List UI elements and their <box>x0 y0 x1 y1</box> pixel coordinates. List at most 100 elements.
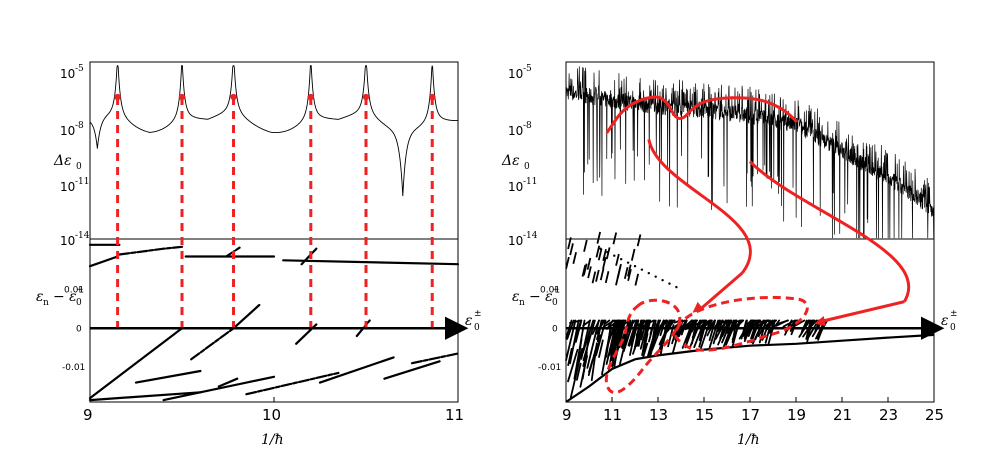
right-top-curve <box>565 63 935 239</box>
right-xtick-label-1: 9 <box>562 406 572 424</box>
left-bottom-ylabel: ε n − ε 0 + <box>36 285 84 308</box>
left-xtick-3: 11 <box>445 406 464 424</box>
right-dot-4 <box>620 257 623 261</box>
left-branch-2 <box>88 255 119 268</box>
right-red-annotations <box>604 139 911 394</box>
right-upper-streak-15 <box>636 234 642 247</box>
right-xtick-label-4: 15 <box>695 406 714 424</box>
right-streak-226 <box>647 339 654 357</box>
right-dot-2 <box>606 250 609 254</box>
right-streak-188 <box>698 319 706 341</box>
left-red-dashed-lines <box>116 97 434 328</box>
left-branch-9 <box>190 327 235 361</box>
right-xtick-label-2: 11 <box>603 406 622 424</box>
right-red-dashed-loop-1 <box>604 298 682 394</box>
right-xtick-label-6: 19 <box>787 406 806 424</box>
left-branch-17 <box>383 360 441 380</box>
right-streak-238 <box>615 319 626 335</box>
right-streak-240 <box>731 319 741 348</box>
right-red-arrow-shaft-1 <box>647 139 752 274</box>
right-streak-224 <box>658 319 671 352</box>
right-streak-81 <box>598 339 604 358</box>
right-bottom-plot: ε 0 ± 0.01 0 -0.01 ε n − ε 0 + 9 11 13 15 17… <box>512 231 958 448</box>
right-top-ytick-2: 10 -8 <box>508 121 532 138</box>
left-axis-arrow-label-main: ε <box>465 313 473 329</box>
left-xlabel: 1/ħ <box>261 432 284 448</box>
left-bottom-ylabel-sub2: 0 <box>76 298 82 308</box>
right-red-arrow-head-2 <box>814 315 827 327</box>
right-upper-streak-28 <box>567 237 572 250</box>
left-top-ytick-3-base: 10 <box>60 180 75 194</box>
right-streak-225 <box>582 319 595 354</box>
right-streak-216 <box>587 343 598 377</box>
right-streak-208 <box>717 319 730 346</box>
left-top-ytick-4: 10 -14 <box>60 231 90 248</box>
right-red-arrow-shaft-2 <box>748 160 911 303</box>
right-bottom-ytick-3: -0.01 <box>538 363 561 373</box>
right-streak-156 <box>601 326 612 376</box>
right-upper-streak-6 <box>612 232 618 245</box>
left-top-markers <box>114 93 436 101</box>
left-bottom-ytick-1: 0.01 <box>64 285 84 295</box>
left-axis-arrow-label-sup: ± <box>474 309 482 319</box>
right-streak-190 <box>629 319 639 356</box>
right-streak-80 <box>566 319 575 340</box>
right-streak-231 <box>573 319 586 380</box>
left-branch-19 <box>134 369 202 384</box>
left-top-ytick-2-base: 10 <box>60 124 75 138</box>
right-streak-233 <box>698 319 708 348</box>
right-streak-214 <box>582 352 588 367</box>
right-streak-175 <box>642 342 649 359</box>
right-upper-streak-14 <box>605 247 611 260</box>
left-branch-10 <box>232 303 261 330</box>
right-upper-streak-29 <box>565 256 570 269</box>
right-upper-streak-18 <box>572 251 577 264</box>
right-streak-229 <box>572 319 582 347</box>
right-upper-streak-12 <box>630 248 636 261</box>
right-streak-162 <box>567 348 579 383</box>
right-streak-168 <box>758 319 770 326</box>
right-top-ytick-1-base: 10 <box>508 67 523 81</box>
right-top-ytick-2-base: 10 <box>508 124 523 138</box>
left-branch-5 <box>282 259 460 266</box>
right-streak-181 <box>627 319 638 347</box>
right-upper-streak-27 <box>597 248 603 261</box>
right-streak-217 <box>714 319 727 340</box>
right-top-ylabel: Δε 0 <box>501 153 530 172</box>
left-branch-14 <box>162 375 276 402</box>
right-axis-arrow-label-main: ε <box>941 313 949 329</box>
right-dot-7 <box>640 268 644 271</box>
left-bottom-ylabel-sub: n <box>43 298 49 308</box>
right-streak-78 <box>655 319 662 326</box>
right-axis-arrow-label-sub: 0 <box>950 323 956 333</box>
left-top-ylabel-main: Δε <box>53 153 72 169</box>
right-upper-streak-16 <box>599 268 605 281</box>
right-bottom-ylabel-main: ε <box>512 289 520 305</box>
right-upper-streak-17 <box>596 231 602 244</box>
right-panel: 10 -5 10 -8 10 -11 10 -14 Δε 0 <box>501 61 958 448</box>
right-upper-streak-1 <box>602 256 607 270</box>
right-bottom-ytick-2: 0 <box>552 324 558 334</box>
right-streak-96 <box>721 319 733 344</box>
right-streak-232 <box>748 319 758 325</box>
right-streak-189 <box>700 319 712 350</box>
right-upper-streak-19 <box>591 271 597 284</box>
left-bottom-ytick-2: 0 <box>76 324 82 334</box>
right-upper-streak-11 <box>615 253 620 266</box>
right-top-red-envelope <box>605 95 798 134</box>
right-xtick-label-3: 13 <box>649 406 668 424</box>
right-top-ytick-4-base: 10 <box>508 234 523 248</box>
right-top-ytick-3-exp: -11 <box>523 177 538 187</box>
right-streak-200 <box>642 333 649 353</box>
right-xtick-label-9: 25 <box>925 406 944 424</box>
left-branch-7 <box>300 247 318 266</box>
right-upper-streak-21 <box>604 271 610 284</box>
right-dot-9 <box>654 275 657 278</box>
right-dot-8 <box>647 271 650 275</box>
left-top-ytick-2-exp: -8 <box>75 121 84 131</box>
right-upper-streak-24 <box>627 268 632 282</box>
right-streak-115 <box>795 319 806 326</box>
right-upper-streak-9 <box>569 243 574 256</box>
right-streak-117 <box>604 319 611 325</box>
right-streak-176 <box>722 319 735 348</box>
